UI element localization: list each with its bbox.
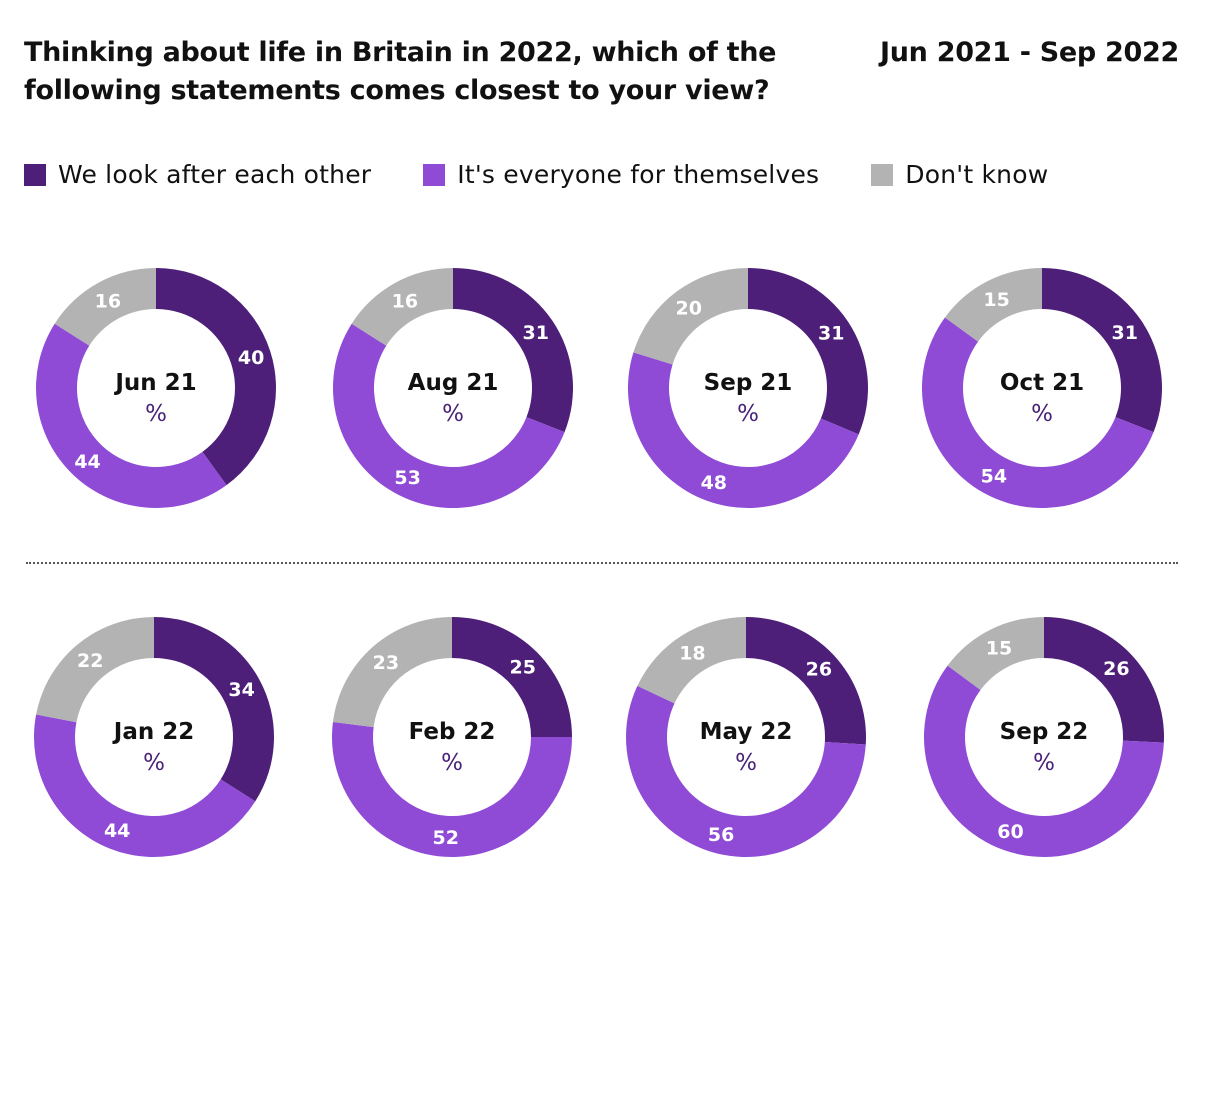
donut-unit-label: % xyxy=(143,750,165,776)
slice-everyone-for-themselves xyxy=(923,665,1164,858)
legend-item-look-after-each-other: We look after each other xyxy=(24,160,371,189)
slice-look-after-each-other xyxy=(154,617,274,802)
donut-chart: 34 44 22 Jan 22% xyxy=(34,617,274,857)
donut-unit-label: % xyxy=(1031,401,1053,427)
donut-unit-label: % xyxy=(1033,750,1055,776)
donut-unit-label: % xyxy=(737,401,759,427)
slice-value-label: 31 xyxy=(522,322,548,344)
donut-unit-label: % xyxy=(441,750,463,776)
slice-value-label: 26 xyxy=(1103,658,1129,680)
slice-everyone-for-themselves xyxy=(36,323,227,508)
slice-dont-know xyxy=(944,268,1042,342)
slice-value-label: 60 xyxy=(997,821,1023,843)
slice-dont-know xyxy=(947,617,1044,690)
slice-everyone-for-themselves xyxy=(628,352,859,508)
slice-value-label: 20 xyxy=(675,297,701,319)
donut-chart: 40 44 16 Jun 21% xyxy=(36,268,276,508)
donut-period-label: May 22 xyxy=(700,719,793,745)
donut-chart: 26 60 15 Sep 22% xyxy=(923,617,1164,858)
donut-chart: 31 53 16 Aug 21% xyxy=(333,268,573,509)
slice-value-label: 16 xyxy=(95,290,121,312)
legend-swatch-dont-know xyxy=(871,163,894,186)
donut-period-label: Jun 21 xyxy=(113,370,196,396)
legend-swatch-everyone-for-themselves xyxy=(423,163,446,186)
donut-period-label: Feb 22 xyxy=(409,719,496,745)
slice-value-label: 15 xyxy=(986,638,1012,660)
legend: We look after each other It's everyone f… xyxy=(24,160,1048,189)
donut-unit-label: % xyxy=(442,401,464,427)
slice-dont-know xyxy=(332,617,452,728)
slice-value-label: 18 xyxy=(679,643,705,665)
slice-look-after-each-other xyxy=(452,617,572,737)
slice-value-label: 44 xyxy=(74,451,100,473)
date-range: Jun 2021 - Sep 2022 xyxy=(880,37,1179,68)
chart-title: Thinking about life in Britain in 2022, … xyxy=(24,34,844,110)
slice-value-label: 40 xyxy=(238,347,264,369)
slice-dont-know xyxy=(351,268,453,346)
slice-everyone-for-themselves xyxy=(333,323,565,509)
donut-chart: 31 48 20 Sep 21% xyxy=(628,268,868,508)
donut-period-label: Sep 22 xyxy=(1000,719,1089,745)
donut-unit-label: % xyxy=(145,401,167,427)
legend-label: It's everyone for themselves xyxy=(457,160,820,189)
slice-dont-know xyxy=(54,268,156,346)
slice-value-label: 56 xyxy=(708,824,734,846)
chart-title-line-2: following statements comes closest to yo… xyxy=(24,75,770,106)
slice-everyone-for-themselves xyxy=(625,685,866,858)
slice-look-after-each-other xyxy=(1042,268,1162,433)
slice-value-label: 25 xyxy=(509,656,535,678)
donut-chart: 31 54 15 Oct 21% xyxy=(921,268,1162,509)
donut-period-label: Sep 21 xyxy=(704,370,793,396)
slice-value-label: 34 xyxy=(228,679,254,701)
slice-everyone-for-themselves xyxy=(921,317,1154,509)
slice-look-after-each-other xyxy=(453,268,573,433)
slice-value-label: 48 xyxy=(701,472,727,494)
legend-swatch-look-after-each-other xyxy=(24,163,46,186)
slice-value-label: 44 xyxy=(104,820,130,842)
slice-value-label: 31 xyxy=(818,323,844,345)
donut-period-label: Oct 21 xyxy=(1000,370,1084,396)
slice-dont-know xyxy=(633,268,748,365)
slice-everyone-for-themselves xyxy=(332,721,572,857)
donut-chart: 25 52 23 Feb 22% xyxy=(332,617,572,857)
slice-value-label: 52 xyxy=(432,827,458,849)
slice-value-label: 31 xyxy=(1111,322,1137,344)
donut-period-label: Jan 22 xyxy=(112,719,194,745)
slice-look-after-each-other xyxy=(746,617,866,745)
legend-label: Don't know xyxy=(905,160,1049,189)
slice-value-label: 53 xyxy=(394,467,420,489)
donut-unit-label: % xyxy=(735,750,757,776)
slice-value-label: 22 xyxy=(77,650,103,672)
slice-everyone-for-themselves xyxy=(34,714,256,857)
slice-value-label: 54 xyxy=(981,466,1007,488)
slice-value-label: 26 xyxy=(806,659,832,681)
legend-label: We look after each other xyxy=(58,160,372,189)
donut-chart: 26 56 18 May 22% xyxy=(625,617,866,858)
slice-dont-know xyxy=(637,617,746,704)
slice-value-label: 16 xyxy=(392,290,418,312)
slice-value-label: 23 xyxy=(373,652,399,674)
slice-look-after-each-other xyxy=(156,268,276,486)
chart-title-line-1: Thinking about life in Britain in 2022, … xyxy=(24,37,777,68)
legend-item-everyone-for-themselves: It's everyone for themselves xyxy=(423,160,819,189)
slice-value-label: 15 xyxy=(983,289,1009,311)
row-divider xyxy=(26,562,1178,564)
slice-look-after-each-other xyxy=(748,268,868,435)
donut-period-label: Aug 21 xyxy=(408,370,499,396)
slice-dont-know xyxy=(36,617,154,723)
legend-item-dont-know: Don't know xyxy=(871,160,1048,189)
slice-look-after-each-other xyxy=(1044,617,1164,743)
